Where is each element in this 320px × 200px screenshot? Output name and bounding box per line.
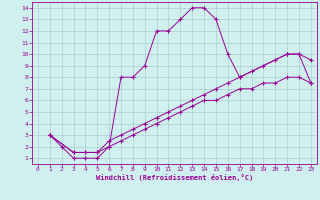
X-axis label: Windchill (Refroidissement éolien,°C): Windchill (Refroidissement éolien,°C) <box>96 174 253 181</box>
